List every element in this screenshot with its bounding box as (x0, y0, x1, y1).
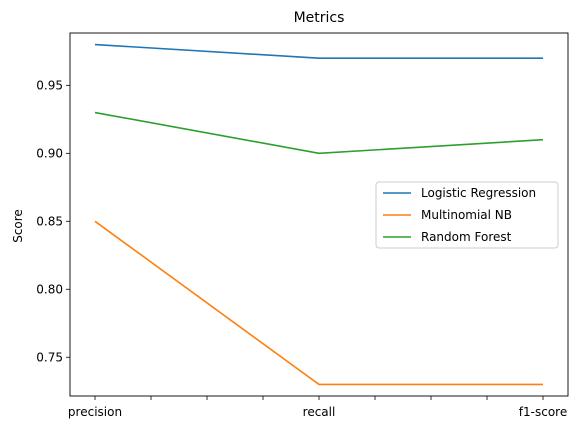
y-tick-label: 0.75 (36, 350, 63, 364)
legend: Logistic Regression Multinomial NB Random … (375, 181, 559, 249)
x-tick-label-f1-score: f1-score (519, 405, 567, 419)
x-tick-label-recall: recall (303, 405, 336, 419)
x-tick-label-precision: precision (68, 405, 122, 419)
y-tick-label: 0.95 (36, 78, 63, 92)
legend-label-logistic-regression: Logistic Regression (421, 186, 536, 200)
y-tick-label: 0.80 (36, 282, 63, 296)
legend-label-multinomial-nb: Multinomial NB (421, 208, 512, 222)
y-axis-label: Score (11, 209, 25, 243)
series-line-logistic-regression (94, 43, 543, 59)
plot-area: precision recall f1-score 0.75 0.80 0.85 0.90 0… (36, 32, 569, 419)
series-line-random-forest (94, 111, 544, 155)
legend-box (375, 181, 559, 249)
chart-title: Metrics (294, 10, 345, 26)
y-tick-label: 0.90 (36, 146, 63, 160)
y-tick-label: 0.85 (36, 214, 63, 228)
legend-label-random-forest: Random Forest (421, 230, 512, 244)
